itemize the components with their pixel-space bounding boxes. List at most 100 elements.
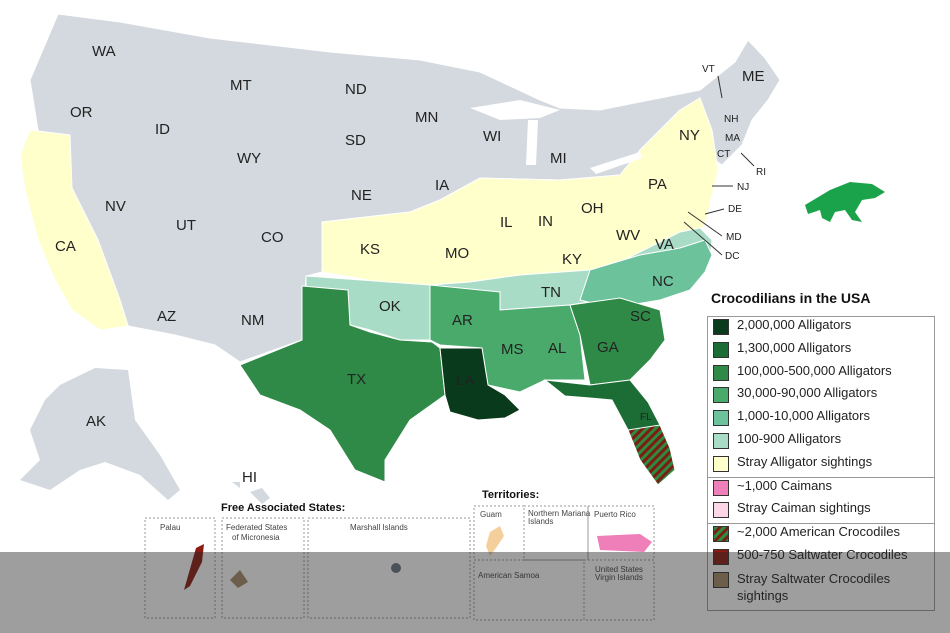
svg-text:Virgin Islands: Virgin Islands: [595, 573, 643, 582]
legend-swatch: [713, 502, 729, 519]
state-label-md: MD: [726, 232, 742, 243]
state-label-mi: MI: [550, 150, 567, 167]
legend-title: Crocodilians in the USA: [711, 290, 871, 306]
lake-erie: [590, 152, 642, 174]
state-label-al: AL: [548, 340, 566, 357]
legend-swatch: [713, 341, 729, 358]
legend-item: Stray Alligator sightings: [708, 454, 934, 477]
inset-palau: Palau: [144, 517, 216, 619]
puerto-rico-island: [597, 534, 652, 552]
inset-usvi: United States Virgin Islands: [583, 559, 655, 621]
state-label-sc: SC: [630, 308, 651, 325]
state-label-ar: AR: [452, 312, 473, 329]
state-label-nv: NV: [105, 198, 126, 215]
state-label-hi: HI: [242, 469, 257, 486]
state-label-ma: MA: [725, 133, 740, 144]
state-label-ct: CT: [717, 149, 730, 160]
state-labels: WA OR CA ID NV MT WY UT AZ CO NM ND SD N…: [55, 43, 766, 486]
map-region-stray-ca: [19, 129, 129, 331]
legend-item: 30,000-90,000 Alligators: [708, 385, 934, 408]
state-label-wy: WY: [237, 150, 261, 167]
state-label-pa: PA: [648, 176, 667, 193]
micronesia-islands: [230, 570, 248, 588]
map-region-100000-500000-se: [569, 297, 666, 386]
map-region-100000-500000: [239, 285, 446, 483]
svg-text:United States: United States: [595, 565, 643, 574]
legend-item: 100,000-500,000 Alligators: [708, 363, 934, 386]
legend-item: 1,000-10,000 Alligators: [708, 408, 934, 431]
legend-item: 500-750 Saltwater Crocodiles: [708, 547, 934, 570]
svg-text:Puerto Rico: Puerto Rico: [594, 510, 636, 519]
legend-item: 1,300,000 Alligators: [708, 340, 934, 363]
inset-micronesia: Federated States of Micronesia: [221, 517, 305, 619]
legend-swatch: [713, 319, 729, 335]
state-label-nh: NH: [724, 114, 738, 125]
legend-item: Stray Saltwater Crocodiles sightings: [708, 570, 934, 610]
lake-superior: [470, 100, 560, 120]
state-label-or: OR: [70, 104, 93, 121]
legend-swatch: [713, 455, 729, 472]
state-label-nc: NC: [652, 273, 674, 290]
svg-text:American Samoa: American Samoa: [478, 571, 540, 580]
legend-item: ~2,000 American Crocodiles: [708, 524, 934, 547]
guam-island: [486, 526, 504, 556]
svg-text:Palau: Palau: [160, 523, 180, 532]
legend-swatch: [713, 387, 729, 404]
state-label-nj: NJ: [737, 182, 749, 193]
state-label-me: ME: [742, 68, 765, 85]
state-label-ia: IA: [435, 177, 449, 194]
state-label-la: LA: [456, 372, 474, 389]
map-region-american-crocodiles: [627, 424, 676, 486]
legend-swatch: [713, 479, 729, 496]
state-label-wv: WV: [616, 227, 640, 244]
state-label-wa: WA: [92, 43, 116, 60]
palau-islands: [184, 544, 204, 590]
state-label-tn: TN: [541, 284, 561, 301]
legend-group-alligators: 2,000,000 Alligators 1,300,000 Alligator…: [707, 316, 935, 478]
state-label-ks: KS: [360, 241, 380, 258]
map-alaska: [20, 368, 180, 500]
state-label-il: IL: [500, 214, 513, 231]
leader-lines: [683, 75, 755, 256]
svg-text:Northern Mariana: Northern Mariana: [528, 509, 591, 518]
state-label-fl: FL: [640, 412, 652, 423]
legend-swatch: [713, 548, 729, 565]
state-label-mn: MN: [415, 109, 438, 126]
svg-text:of Micronesia: of Micronesia: [232, 533, 280, 542]
map-hawaii: [250, 488, 270, 504]
state-label-mt: MT: [230, 77, 252, 94]
legend-group-caimans: ~1,000 Caimans Stray Caiman sightings: [707, 477, 935, 525]
state-label-sd: SD: [345, 132, 366, 149]
legend-item: 100-900 Alligators: [708, 431, 934, 454]
state-label-az: AZ: [157, 308, 176, 325]
state-label-ca: CA: [55, 238, 76, 255]
territories-title: Territories:: [482, 489, 539, 501]
state-label-ut: UT: [176, 217, 196, 234]
state-label-nd: ND: [345, 81, 367, 98]
legend-swatch: [713, 526, 729, 543]
legend-group-crocodiles: ~2,000 American Crocodiles 500-750 Saltw…: [707, 524, 935, 611]
free-associated-title: Free Associated States:: [221, 502, 345, 514]
svg-text:Marshall Islands: Marshall Islands: [350, 523, 408, 532]
state-label-ok: OK: [379, 298, 401, 315]
state-label-vt: VT: [702, 64, 715, 75]
state-label-co: CO: [261, 229, 284, 246]
state-label-nm: NM: [241, 312, 264, 329]
legend-item: Stray Caiman sightings: [708, 500, 934, 523]
svg-text:Federated States: Federated States: [226, 523, 287, 532]
legend-item: 2,000,000 Alligators: [708, 317, 934, 340]
state-label-ak: AK: [86, 413, 106, 430]
legend: 2,000,000 Alligators 1,300,000 Alligator…: [707, 316, 935, 611]
svg-text:Guam: Guam: [480, 510, 502, 519]
legend-swatch: [713, 571, 729, 588]
map-region-2000000: [439, 347, 521, 421]
legend-item: ~1,000 Caimans: [708, 478, 934, 501]
marshall-islands: [391, 563, 401, 573]
state-label-tx: TX: [347, 371, 366, 388]
legend-swatch: [713, 364, 729, 381]
inset-marshall: Marshall Islands: [307, 517, 471, 619]
state-label-ms: MS: [501, 341, 524, 358]
state-label-dc: DC: [725, 251, 739, 262]
state-label-ne: NE: [351, 187, 372, 204]
